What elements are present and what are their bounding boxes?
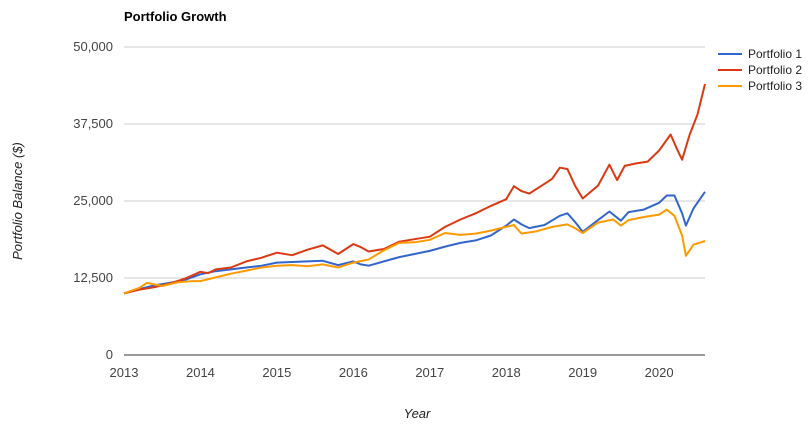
y-tick-label: 50,000 — [73, 39, 113, 54]
x-tick-label: 2020 — [645, 365, 674, 380]
x-tick-label: 2016 — [339, 365, 368, 380]
series-line-portfolio-1[interactable] — [123, 191, 706, 295]
series-line-portfolio-3[interactable] — [123, 208, 706, 295]
series-line-portfolio-2[interactable] — [123, 83, 706, 295]
legend-item-portfolio-3[interactable]: Portfolio 3 — [718, 79, 802, 93]
x-tick-label: 2014 — [186, 365, 215, 380]
y-tick-label: 0 — [106, 347, 113, 362]
legend-item-portfolio-2[interactable]: Portfolio 2 — [718, 63, 802, 77]
x-axis-ticks: 2013 2014 2015 2016 2017 2018 2019 2020 — [110, 365, 674, 380]
y-axis-title: Portfolio Balance ($) — [10, 142, 25, 260]
x-tick-label: 2018 — [492, 365, 521, 380]
legend-label: Portfolio 3 — [748, 79, 802, 93]
x-tick-label: 2015 — [262, 365, 291, 380]
x-tick-label: 2017 — [415, 365, 444, 380]
y-tick-label: 12,500 — [73, 270, 113, 285]
y-tick-label: 25,000 — [73, 193, 113, 208]
y-axis-ticks: 0 12,500 25,000 37,500 50,000 — [73, 39, 113, 362]
legend-label: Portfolio 2 — [748, 63, 802, 77]
x-axis-title: Year — [404, 406, 431, 421]
x-tick-label: 2019 — [568, 365, 597, 380]
grid-layer — [124, 46, 705, 356]
x-tick-label: 2013 — [110, 365, 139, 380]
y-tick-label: 37,500 — [73, 116, 113, 131]
legend-label: Portfolio 1 — [748, 47, 802, 61]
legend-item-portfolio-1[interactable]: Portfolio 1 — [718, 47, 802, 61]
series-layer — [123, 83, 706, 295]
chart-title: Portfolio Growth — [124, 9, 227, 24]
legend[interactable]: Portfolio 1 Portfolio 2 Portfolio 3 — [718, 47, 802, 93]
